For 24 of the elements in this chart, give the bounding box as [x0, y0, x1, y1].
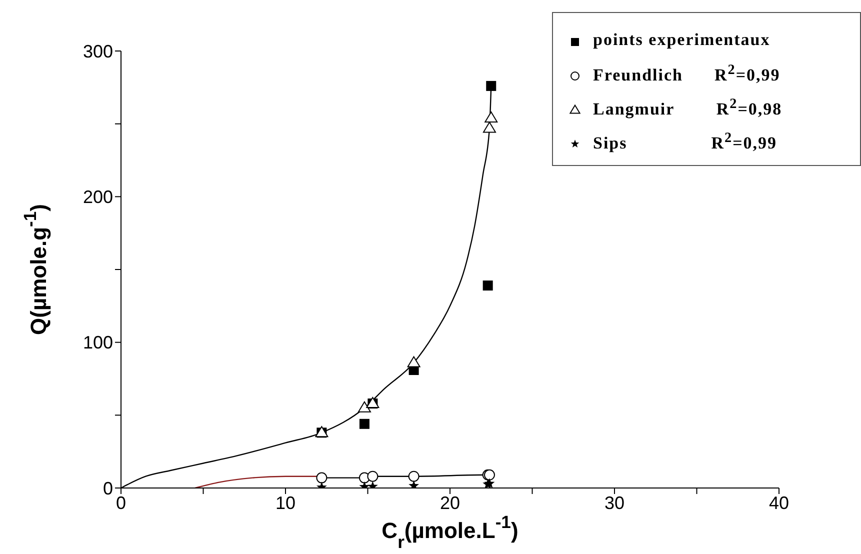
point — [482, 280, 493, 291]
y-tick-label: 0 — [102, 478, 113, 498]
y-tick-label: 100 — [82, 332, 113, 353]
legend-label: points experimentaux — [593, 30, 770, 49]
legend-label: Sips R$^{2}$=0,99 — [593, 130, 778, 153]
point — [407, 356, 420, 368]
point — [359, 418, 370, 429]
x-tick-label: 0 — [116, 492, 126, 513]
x-tick-label: 30 — [604, 492, 625, 513]
point — [486, 80, 496, 91]
x-axis-title: C$_{r}$(µmole.L$^{-1}$) — [382, 512, 518, 552]
point — [367, 470, 378, 482]
y-tick-label: 200 — [82, 187, 113, 208]
point — [484, 112, 498, 123]
legend-label: Freundlich R$^{2}$=0,99 — [593, 62, 780, 85]
legend-label: Langmuir R$^{2}$=0,98 — [593, 96, 782, 119]
point — [408, 470, 420, 482]
y-tick-label: 300 — [82, 41, 113, 62]
point — [482, 122, 496, 133]
x-tick-label: 40 — [768, 492, 790, 513]
point — [316, 472, 328, 484]
point — [358, 401, 371, 412]
x-tick-label: 20 — [440, 492, 460, 513]
x-tick-label: 10 — [275, 492, 296, 513]
